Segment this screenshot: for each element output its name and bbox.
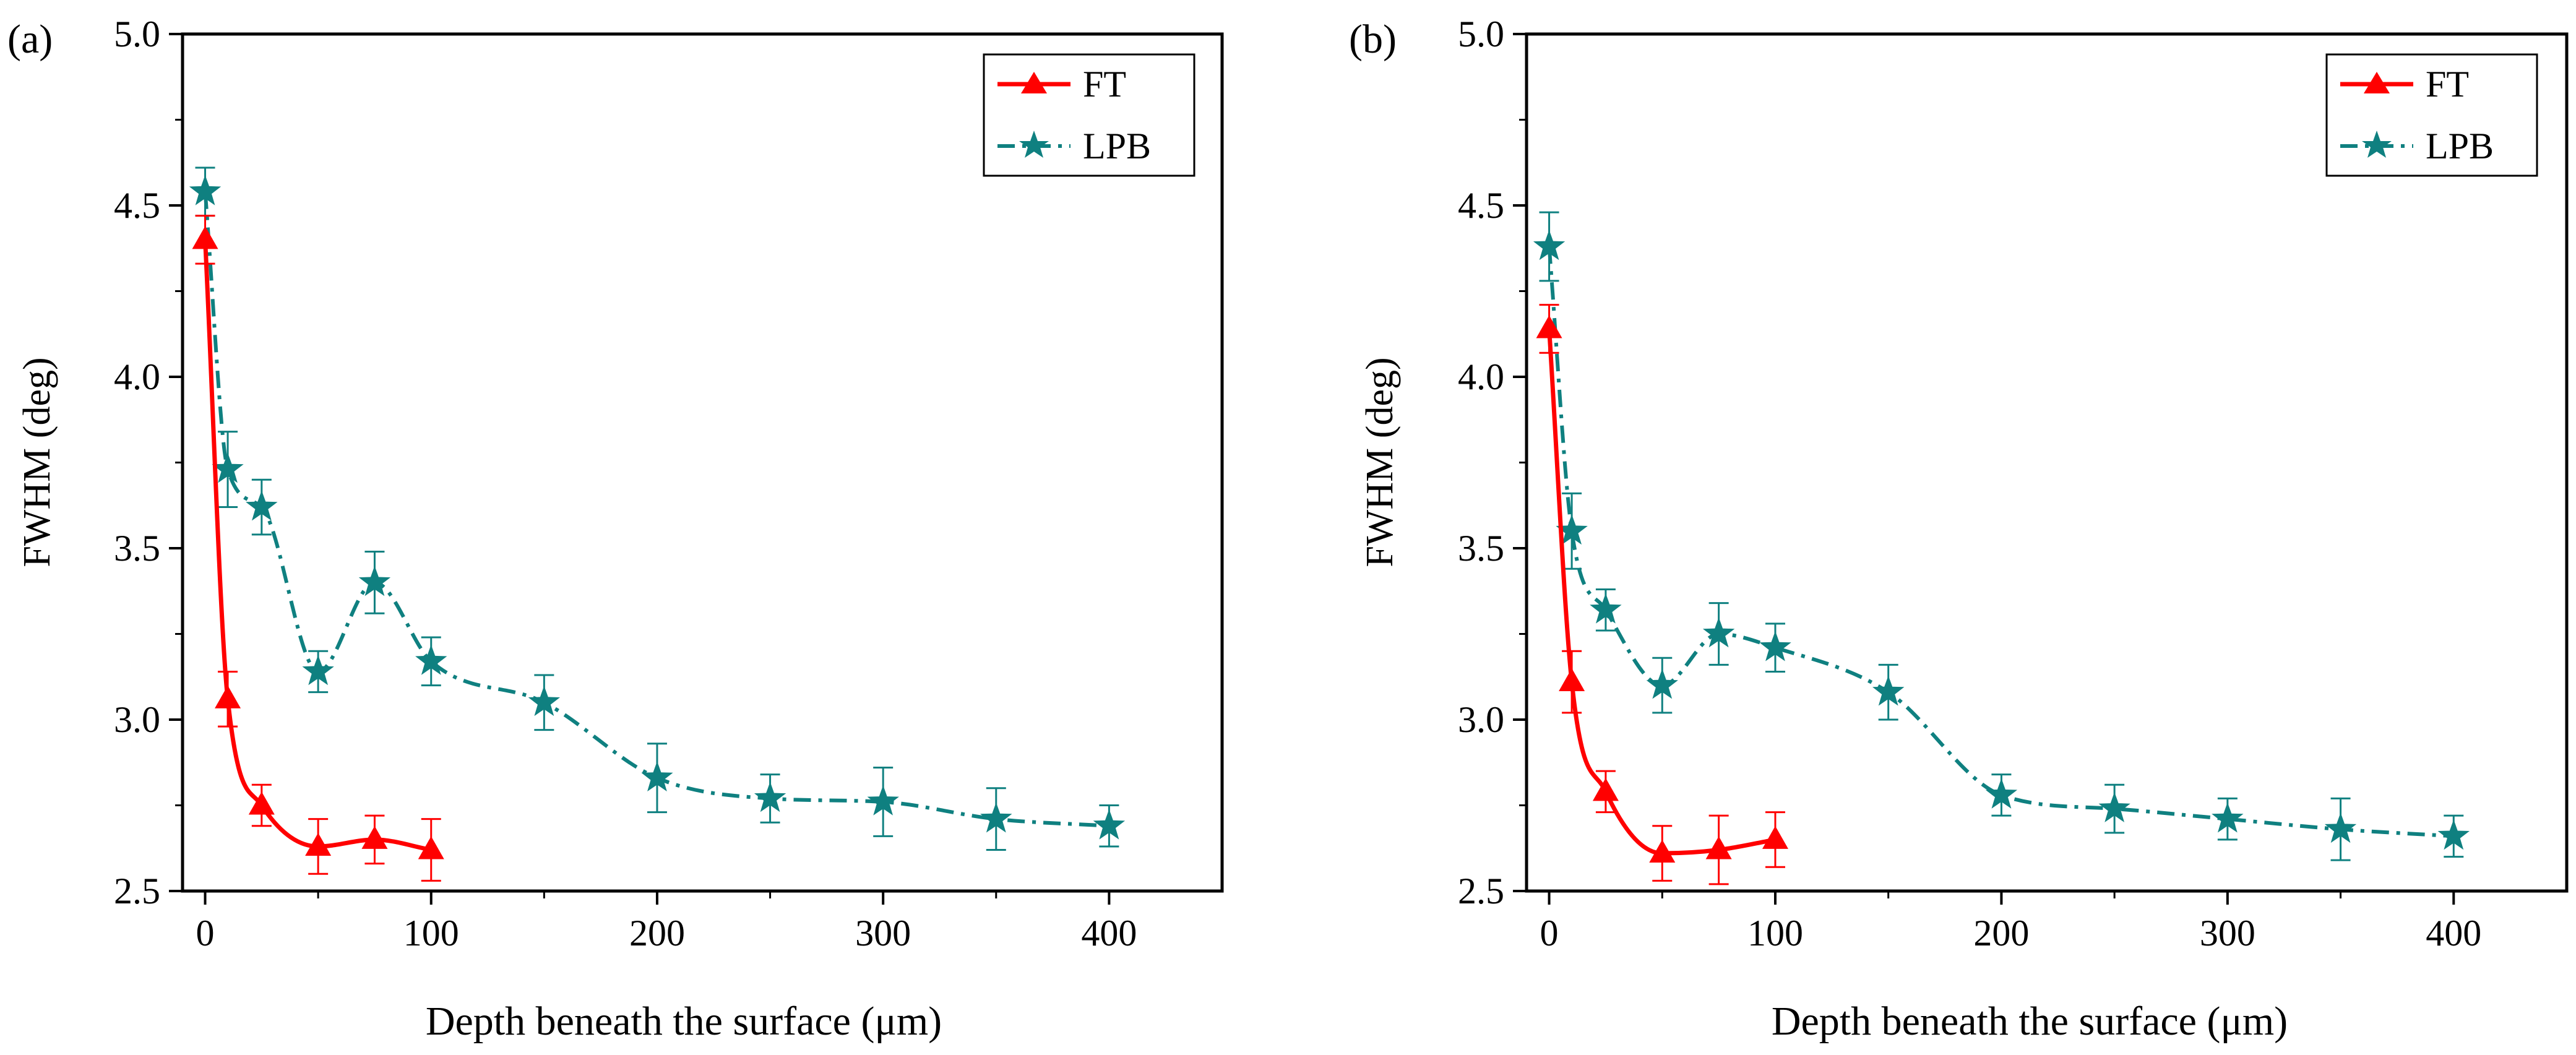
data-point-lpb [302, 655, 334, 686]
x-axis-label: Depth beneath the surface (μm) [1772, 999, 2288, 1044]
x-tick-label: 100 [403, 913, 459, 954]
data-point-lpb [1646, 668, 1678, 699]
legend-lpb-label: LPB [1083, 126, 1151, 166]
data-point-ft [1705, 836, 1732, 859]
data-point-lpb [189, 174, 222, 205]
data-point-lpb [867, 785, 899, 816]
data-point-lpb [1533, 230, 1566, 261]
y-tick-label: 5.0 [114, 14, 160, 54]
data-point-ft [1536, 315, 1562, 338]
chart-panel-a: (a) 0 100 200 300 400 2.5 3.0 3.5 4.0 4.5 5.0 FWHM… [7, 14, 1224, 1044]
data-point-lpb [980, 802, 1012, 833]
y-tick-label: 4.5 [114, 185, 160, 226]
legend-entry-lpb: LPB [997, 126, 1151, 166]
x-tick-label: 100 [1747, 913, 1803, 954]
y-tick-label: 3.5 [114, 528, 160, 569]
series-lpb-line [203, 191, 1109, 828]
y-tick-label: 4.5 [1458, 185, 1504, 226]
legend: FT LPB [2325, 53, 2538, 177]
data-point-ft [248, 791, 275, 815]
data-point-ft [1559, 668, 1585, 692]
data-point-ft [215, 685, 241, 708]
legend-lpb-star-icon [2362, 131, 2392, 158]
data-point-lpb [754, 782, 786, 812]
legend-lpb-label: LPB [2426, 126, 2494, 166]
data-point-lpb [1759, 631, 1791, 661]
legend-box [983, 53, 1195, 177]
data-point-ft [192, 226, 218, 249]
data-point-ft [305, 832, 332, 856]
x-tick-label: 200 [1973, 913, 2029, 954]
legend: FT LPB [983, 53, 1195, 177]
x-tick-label: 300 [2200, 913, 2255, 954]
x-tick-label: 200 [629, 913, 685, 954]
data-point-ft [1649, 840, 1676, 863]
legend-ft-label: FT [2426, 64, 2469, 105]
legend-lpb-star-icon [1019, 131, 1049, 158]
x-tick-label: 300 [855, 913, 911, 954]
data-point-lpb [246, 490, 278, 521]
data-point-lpb [641, 761, 673, 791]
legend-entry-lpb: LPB [2340, 126, 2494, 166]
y-tick-label: 4.0 [114, 356, 160, 397]
plot-area: 0 100 200 300 400 2.5 3.0 3.5 4.0 4.5 5.0 [114, 14, 1224, 954]
data-point-lpb [1872, 675, 1905, 706]
panel-label: (b) [1349, 17, 1397, 62]
data-point-lpb [2098, 792, 2130, 822]
data-point-lpb [2324, 812, 2357, 843]
data-point-lpb [1590, 593, 1622, 624]
x-tick-label: 0 [1540, 913, 1559, 954]
data-point-lpb [528, 686, 560, 717]
data-point-lpb [1985, 778, 2018, 809]
legend-entry-ft: FT [997, 64, 1126, 105]
data-point-lpb [2437, 819, 2470, 850]
x-axis-label: Depth beneath the surface (μm) [426, 999, 942, 1044]
chart-panel-b: (b) 0 100 200 300 400 2.5 3.0 3.5 4.0 4.5 5.0 FWHM… [1349, 14, 2569, 1044]
series-ft-line [203, 239, 432, 852]
data-point-ft [1592, 778, 1619, 801]
x-tick-label: 0 [196, 913, 215, 954]
series-lpb-line [1547, 246, 2454, 838]
data-point-ft [1762, 825, 1788, 849]
y-axis-label: FWHM (deg) [1359, 357, 1401, 567]
y-tick-label: 3.5 [1458, 528, 1504, 569]
legend-box [2325, 53, 2538, 177]
x-tick-label: 400 [1081, 913, 1137, 954]
y-tick-label: 2.5 [114, 871, 160, 911]
legend-ft-triangle-icon [2364, 72, 2390, 93]
y-axis-label: FWHM (deg) [16, 357, 58, 567]
data-point-ft [361, 825, 388, 849]
plot-area: 0 100 200 300 400 2.5 3.0 3.5 4.0 4.5 5.0 [1458, 14, 2569, 954]
data-point-lpb [2212, 802, 2244, 833]
y-tick-label: 5.0 [1458, 14, 1504, 54]
data-point-lpb [415, 644, 447, 675]
y-tick-label: 3.0 [114, 699, 160, 740]
y-tick-label: 2.5 [1458, 871, 1504, 911]
data-point-ft [418, 836, 444, 859]
x-tick-label: 400 [2426, 913, 2481, 954]
legend-ft-label: FT [1083, 64, 1126, 105]
legend-ft-triangle-icon [1021, 72, 1047, 93]
legend-entry-ft: FT [2340, 64, 2469, 105]
data-point-lpb [1702, 617, 1735, 648]
series-ft-line [1547, 329, 1776, 856]
data-point-lpb [212, 452, 244, 483]
data-point-lpb [1093, 809, 1126, 840]
data-point-lpb [358, 566, 391, 596]
y-tick-label: 3.0 [1458, 699, 1504, 740]
panel-label: (a) [7, 17, 53, 62]
data-point-lpb [1556, 514, 1588, 545]
y-tick-label: 4.0 [1458, 356, 1504, 397]
